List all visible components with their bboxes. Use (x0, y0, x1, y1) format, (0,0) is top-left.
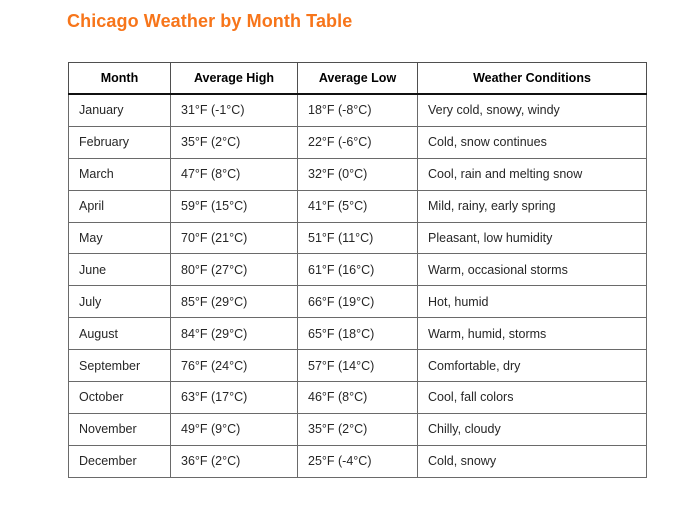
table-row: June 80°F (27°C) 61°F (16°C) Warm, occasion… (68, 253, 647, 287)
cell-avg-high: 49°F (9°C) (170, 412, 298, 446)
column-header-month: Month (68, 62, 171, 95)
cell-month: October (68, 381, 171, 414)
cell-avg-high: 31°F (-1°C) (170, 93, 298, 127)
cell-avg-low: 57°F (14°C) (297, 349, 418, 383)
cell-month: July (68, 285, 171, 319)
table-row: October 63°F (17°C) 46°F (8°C) Cool, fall c… (68, 381, 647, 414)
cell-avg-high: 85°F (29°C) (170, 285, 298, 319)
page-title: Chicago Weather by Month Table (67, 11, 353, 31)
cell-avg-low: 32°F (0°C) (297, 157, 418, 191)
cell-month: April (68, 189, 171, 223)
cell-conditions: Warm, occasional storms (417, 253, 647, 287)
cell-month: December (68, 444, 171, 478)
cell-avg-high: 76°F (24°C) (170, 349, 298, 383)
cell-avg-low: 25°F (-4°C) (297, 444, 418, 478)
cell-avg-low: 22°F (-6°C) (297, 125, 418, 159)
table-row: May 70°F (21°C) 51°F (11°C) Pleasant, low h… (68, 221, 647, 255)
cell-avg-low: 46°F (8°C) (297, 381, 418, 414)
column-header-average-high: Average High (170, 62, 298, 95)
cell-avg-low: 18°F (-8°C) (297, 93, 418, 127)
cell-conditions: Cool, fall colors (417, 381, 647, 414)
column-header-average-low: Average Low (297, 62, 418, 95)
table-row: February 35°F (2°C) 22°F (-6°C) Cold, snow … (68, 125, 647, 159)
cell-avg-low: 35°F (2°C) (297, 412, 418, 446)
table-row: August 84°F (29°C) 65°F (18°C) Warm, humid,… (68, 317, 647, 351)
table-row: September 76°F (24°C) 57°F (14°C) Comfortab… (68, 349, 647, 383)
cell-avg-high: 59°F (15°C) (170, 189, 298, 223)
cell-avg-high: 63°F (17°C) (170, 381, 298, 414)
cell-avg-high: 36°F (2°C) (170, 444, 298, 478)
cell-conditions: Warm, humid, storms (417, 317, 647, 351)
table-row: November 49°F (9°C) 35°F (2°C) Chilly, clou… (68, 412, 647, 446)
table-row: January 31°F (-1°C) 18°F (-8°C) Very cold, … (68, 93, 647, 127)
cell-conditions: Hot, humid (417, 285, 647, 319)
cell-avg-high: 80°F (27°C) (170, 253, 298, 287)
cell-month: January (68, 93, 171, 127)
cell-conditions: Very cold, snowy, windy (417, 93, 647, 127)
cell-avg-low: 61°F (16°C) (297, 253, 418, 287)
cell-month: August (68, 317, 171, 351)
cell-avg-high: 70°F (21°C) (170, 221, 298, 255)
header-row: Month Average High Average Low Weather C… (68, 62, 647, 95)
cell-conditions: Cold, snowy (417, 444, 647, 478)
cell-avg-low: 65°F (18°C) (297, 317, 418, 351)
cell-avg-high: 47°F (8°C) (170, 157, 298, 191)
table-body: January 31°F (-1°C) 18°F (-8°C) Very cold, … (68, 93, 647, 478)
cell-avg-high: 84°F (29°C) (170, 317, 298, 351)
cell-month: May (68, 221, 171, 255)
cell-avg-low: 51°F (11°C) (297, 221, 418, 255)
cell-conditions: Pleasant, low humidity (417, 221, 647, 255)
cell-conditions: Mild, rainy, early spring (417, 189, 647, 223)
table-header: Month Average High Average Low Weather C… (68, 62, 647, 95)
cell-avg-low: 66°F (19°C) (297, 285, 418, 319)
weather-table: Month Average High Average Low Weather C… (68, 62, 647, 478)
column-header-weather-conditions: Weather Conditions (417, 62, 647, 95)
cell-conditions: Cool, rain and melting snow (417, 157, 647, 191)
cell-conditions: Comfortable, dry (417, 349, 647, 383)
table-row: March 47°F (8°C) 32°F (0°C) Cool, rain and … (68, 157, 647, 191)
table-row: December 36°F (2°C) 25°F (-4°C) Cold, snowy (68, 444, 647, 478)
cell-month: March (68, 157, 171, 191)
cell-conditions: Chilly, cloudy (417, 412, 647, 446)
cell-avg-high: 35°F (2°C) (170, 125, 298, 159)
cell-conditions: Cold, snow continues (417, 125, 647, 159)
table-row: July 85°F (29°C) 66°F (19°C) Hot, humid (68, 285, 647, 319)
cell-month: February (68, 125, 171, 159)
cell-avg-low: 41°F (5°C) (297, 189, 418, 223)
table-row: April 59°F (15°C) 41°F (5°C) Mild, rainy, e… (68, 189, 647, 223)
cell-month: November (68, 412, 171, 446)
cell-month: June (68, 253, 171, 287)
cell-month: September (68, 349, 171, 383)
